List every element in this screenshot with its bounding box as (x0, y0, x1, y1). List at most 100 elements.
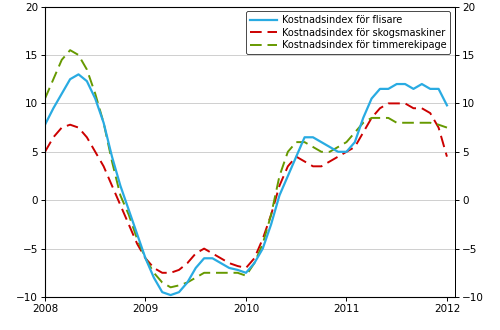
Kostnadsindex för timmerekipage (192, 276, 198, 280)
Kostnadsindex för flisare (84, 79, 90, 83)
Kostnadsindex för timmerekipage (226, 271, 232, 275)
Kostnadsindex för flisare (100, 121, 106, 125)
Kostnadsindex för timmerekipage (352, 130, 358, 134)
Kostnadsindex för timmerekipage (50, 77, 56, 81)
Kostnadsindex för skogsmaskiner (50, 135, 56, 139)
Kostnadsindex för flisare (436, 87, 442, 91)
Kostnadsindex för flisare (210, 256, 216, 260)
Legend: Kostnadsindex för flisare, Kostnadsindex för skogsmaskiner, Kostnadsindex för ti: Kostnadsindex för flisare, Kostnadsindex… (246, 12, 450, 54)
Kostnadsindex för skogsmaskiner (410, 106, 416, 110)
Kostnadsindex för timmerekipage (326, 150, 332, 154)
Kostnadsindex för flisare (368, 97, 374, 101)
Kostnadsindex för flisare (276, 193, 282, 197)
Kostnadsindex för skogsmaskiner (92, 150, 98, 154)
Kostnadsindex för timmerekipage (293, 140, 299, 144)
Kostnadsindex för skogsmaskiner (394, 101, 400, 105)
Kostnadsindex för skogsmaskiner (352, 145, 358, 149)
Kostnadsindex för flisare (134, 232, 140, 236)
Kostnadsindex för timmerekipage (243, 274, 249, 278)
Kostnadsindex för timmerekipage (368, 116, 374, 120)
Kostnadsindex för timmerekipage (42, 97, 48, 101)
Kostnadsindex för timmerekipage (84, 68, 90, 72)
Kostnadsindex för timmerekipage (151, 271, 157, 275)
Kostnadsindex för flisare (335, 150, 341, 154)
Kostnadsindex för skogsmaskiner (192, 251, 198, 255)
Kostnadsindex för skogsmaskiner (293, 155, 299, 159)
Kostnadsindex för skogsmaskiner (201, 247, 207, 250)
Kostnadsindex för timmerekipage (67, 48, 73, 52)
Kostnadsindex för timmerekipage (159, 280, 165, 284)
Kostnadsindex för skogsmaskiner (377, 106, 383, 110)
Kostnadsindex för skogsmaskiner (285, 164, 291, 168)
Kostnadsindex för flisare (318, 140, 324, 144)
Kostnadsindex för flisare (67, 77, 73, 81)
Kostnadsindex för flisare (252, 261, 258, 265)
Kostnadsindex för flisare (58, 92, 64, 96)
Kostnadsindex för timmerekipage (302, 140, 308, 144)
Kostnadsindex för timmerekipage (410, 121, 416, 125)
Kostnadsindex för skogsmaskiner (368, 116, 374, 120)
Kostnadsindex för skogsmaskiner (335, 155, 341, 159)
Kostnadsindex för flisare (310, 135, 316, 139)
Kostnadsindex för timmerekipage (386, 116, 392, 120)
Kostnadsindex för flisare (260, 247, 266, 250)
Kostnadsindex för timmerekipage (268, 213, 274, 217)
Kostnadsindex för timmerekipage (118, 193, 124, 197)
Kostnadsindex för timmerekipage (444, 126, 450, 130)
Kostnadsindex för flisare (419, 82, 425, 86)
Kostnadsindex för skogsmaskiner (58, 126, 64, 130)
Kostnadsindex för skogsmaskiner (436, 126, 442, 130)
Kostnadsindex för flisare (344, 150, 349, 154)
Kostnadsindex för flisare (118, 184, 124, 188)
Kostnadsindex för skogsmaskiner (76, 126, 82, 130)
Kostnadsindex för flisare (377, 87, 383, 91)
Kostnadsindex för flisare (386, 87, 392, 91)
Kostnadsindex för flisare (192, 266, 198, 270)
Kostnadsindex för timmerekipage (436, 123, 442, 127)
Kostnadsindex för flisare (360, 116, 366, 120)
Kostnadsindex för skogsmaskiner (243, 266, 249, 270)
Kostnadsindex för timmerekipage (419, 121, 425, 125)
Kostnadsindex för timmerekipage (109, 159, 115, 163)
Kostnadsindex för skogsmaskiner (218, 256, 224, 260)
Kostnadsindex för skogsmaskiner (226, 261, 232, 265)
Kostnadsindex för flisare (234, 268, 240, 272)
Kostnadsindex för flisare (302, 135, 308, 139)
Kostnadsindex för flisare (427, 87, 433, 91)
Kostnadsindex för flisare (76, 72, 82, 76)
Kostnadsindex för flisare (218, 261, 224, 265)
Kostnadsindex för flisare (410, 87, 416, 91)
Kostnadsindex för flisare (109, 155, 115, 159)
Kostnadsindex för skogsmaskiner (302, 159, 308, 163)
Kostnadsindex för skogsmaskiner (126, 222, 132, 226)
Kostnadsindex för timmerekipage (318, 150, 324, 154)
Kostnadsindex för timmerekipage (394, 121, 400, 125)
Line: Kostnadsindex för skogsmaskiner: Kostnadsindex för skogsmaskiner (45, 103, 447, 273)
Kostnadsindex för flisare (293, 155, 299, 159)
Kostnadsindex för flisare (184, 280, 190, 284)
Kostnadsindex för timmerekipage (402, 121, 408, 125)
Kostnadsindex för skogsmaskiner (326, 159, 332, 163)
Kostnadsindex för timmerekipage (134, 237, 140, 241)
Kostnadsindex för skogsmaskiner (419, 106, 425, 110)
Kostnadsindex för skogsmaskiner (109, 184, 115, 188)
Kostnadsindex för timmerekipage (252, 261, 258, 265)
Kostnadsindex för skogsmaskiner (260, 237, 266, 241)
Kostnadsindex för flisare (126, 208, 132, 212)
Kostnadsindex för skogsmaskiner (118, 203, 124, 207)
Kostnadsindex för timmerekipage (310, 145, 316, 149)
Kostnadsindex för timmerekipage (218, 271, 224, 275)
Kostnadsindex för skogsmaskiner (444, 155, 450, 159)
Kostnadsindex för timmerekipage (260, 242, 266, 246)
Kostnadsindex för timmerekipage (100, 121, 106, 125)
Kostnadsindex för timmerekipage (201, 271, 207, 275)
Kostnadsindex för timmerekipage (427, 121, 433, 125)
Kostnadsindex för timmerekipage (344, 140, 349, 144)
Kostnadsindex för flisare (226, 266, 232, 270)
Kostnadsindex för skogsmaskiner (159, 271, 165, 275)
Kostnadsindex för timmerekipage (210, 271, 216, 275)
Kostnadsindex för skogsmaskiner (310, 164, 316, 168)
Kostnadsindex för skogsmaskiner (176, 268, 182, 272)
Kostnadsindex för skogsmaskiner (427, 111, 433, 115)
Kostnadsindex för flisare (444, 103, 450, 107)
